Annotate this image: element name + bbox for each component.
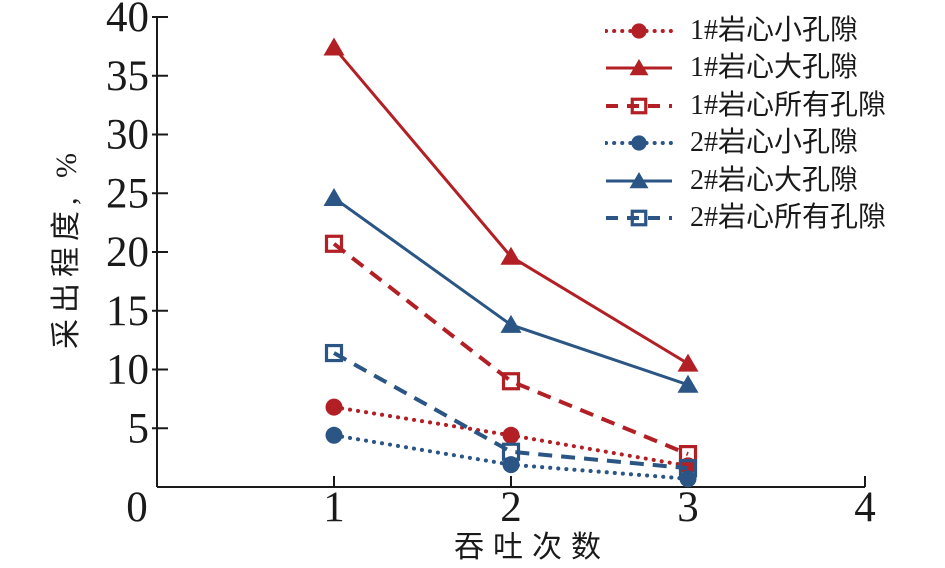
series-line bbox=[333, 351, 689, 471]
legend-label: 2#岩心所有孔隙 bbox=[690, 202, 887, 234]
legend-marker-icon bbox=[606, 59, 672, 76]
y-tick-label: 25 bbox=[106, 170, 149, 217]
legend-item: 2#岩心大孔隙 bbox=[605, 162, 886, 200]
data-point bbox=[630, 209, 648, 227]
data-point bbox=[677, 353, 699, 372]
data-point bbox=[677, 374, 699, 393]
x-tick-label: 2 bbox=[500, 484, 522, 531]
legend-label: 2#岩心小孔隙 bbox=[690, 127, 859, 159]
x-tick-label: 1 bbox=[323, 484, 345, 531]
x-axis-title: 吞吐次数 bbox=[454, 531, 610, 564]
y-tick-label: 10 bbox=[106, 347, 149, 394]
legend: 1#岩心小孔隙 1#岩心大孔隙 1#岩心所有孔隙 2#岩心小孔隙 2#岩心大孔隙… bbox=[605, 12, 886, 237]
legend-marker-icon bbox=[605, 135, 673, 151]
y-tick-label: 5 bbox=[128, 405, 150, 452]
data-point bbox=[325, 426, 343, 444]
legend-label: 1#岩心所有孔隙 bbox=[690, 89, 887, 121]
y-tick-label: 40 bbox=[106, 0, 149, 41]
legend-item: 1#岩心所有孔隙 bbox=[605, 87, 886, 125]
data-point bbox=[323, 37, 345, 56]
plot-area: 5 10 15 20 25 30 35 40 0 1 2 3 4 bbox=[106, 0, 876, 531]
series-line bbox=[332, 242, 689, 456]
data-point bbox=[629, 171, 649, 188]
data-point bbox=[323, 187, 345, 206]
legend-marker-icon bbox=[605, 23, 673, 39]
x-tick-label: 3 bbox=[677, 484, 699, 531]
x-tick-label: 4 bbox=[854, 484, 876, 531]
data-point bbox=[500, 314, 522, 333]
legend-label: 1#岩心大孔隙 bbox=[690, 52, 859, 84]
legend-item: 1#岩心小孔隙 bbox=[605, 12, 886, 50]
legend-marker-icon bbox=[606, 97, 672, 115]
data-point bbox=[631, 23, 647, 39]
legend-item: 2#岩心小孔隙 bbox=[605, 125, 886, 163]
data-point bbox=[501, 442, 521, 461]
legend-item: 2#岩心所有孔隙 bbox=[605, 200, 886, 238]
data-point bbox=[324, 343, 344, 363]
legend-marker-icon bbox=[606, 171, 672, 188]
data-point bbox=[324, 234, 344, 253]
y-tick-label: 15 bbox=[106, 288, 149, 335]
data-point bbox=[500, 246, 522, 265]
data-point bbox=[678, 459, 698, 478]
y-tick-label: 30 bbox=[106, 112, 149, 159]
y-tick-label: 20 bbox=[106, 229, 149, 276]
data-point bbox=[325, 398, 343, 416]
data-point bbox=[631, 135, 647, 151]
legend-item: 1#岩心大孔隙 bbox=[605, 50, 886, 88]
legend-label: 1#岩心小孔隙 bbox=[690, 14, 859, 46]
legend-label: 2#岩心大孔隙 bbox=[690, 164, 859, 196]
y-tick-label: 35 bbox=[106, 53, 149, 100]
origin-label: 0 bbox=[126, 484, 148, 531]
legend-marker-icon bbox=[606, 209, 672, 227]
data-point bbox=[501, 372, 521, 391]
data-point bbox=[629, 59, 649, 76]
data-point bbox=[630, 97, 648, 115]
y-axis-title: 采出程度, % bbox=[50, 147, 83, 349]
data-point bbox=[502, 426, 520, 444]
